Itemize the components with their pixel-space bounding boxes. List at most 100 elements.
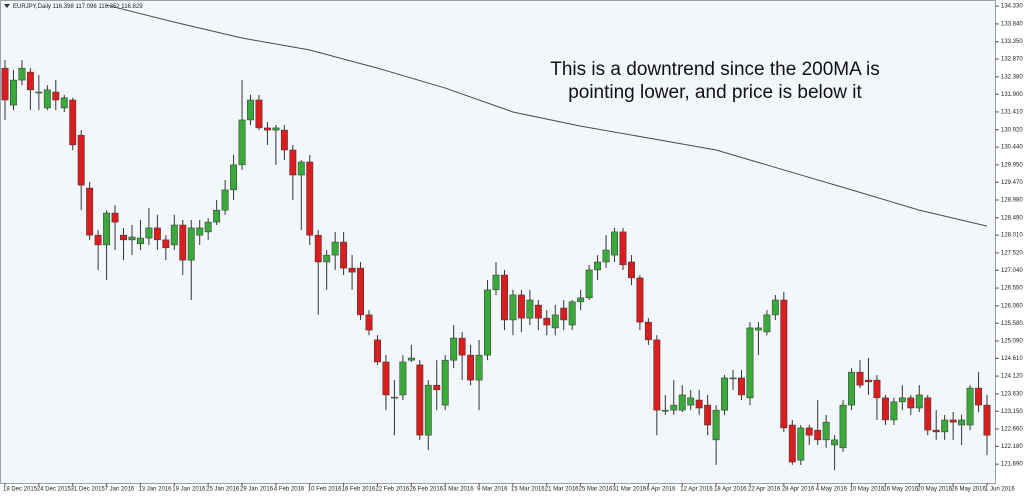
candle-body [611,231,618,256]
x-tick-label: 3 Mar 2016 [443,487,474,493]
x-tick-label: 28 Apr 2016 [782,487,815,493]
candle-body [577,297,585,303]
y-tick-label: 128.490 [1001,215,1023,221]
y-tick-label: 122.660 [1001,427,1023,433]
candle-body [890,401,898,421]
y-tick-label: 124.610 [1001,356,1023,362]
y-tick-label: 124.120 [1001,374,1023,380]
candle-body [399,361,407,396]
candle-body [797,427,805,461]
candle-body [712,409,720,441]
y-tick-label: 129.470 [1001,180,1023,186]
candle-body [551,314,559,329]
candle-body [687,397,695,406]
symbol-header: EURJPY,Daily 116.398 117.096 116.352 116… [13,4,143,10]
x-tick-label: 18 Apr 2016 [714,487,747,493]
candle-body [238,119,246,166]
candle-body [26,71,34,91]
candle-body [247,99,254,121]
x-tick-label: 29 Jan 2016 [240,487,274,493]
x-tick-label: 16 May 2016 [883,487,918,493]
candle-body [52,91,60,101]
candle-body [272,127,280,131]
candle-body [128,236,136,241]
candle-body [458,337,466,356]
candle-body [213,209,221,223]
candle-body [1,67,9,101]
candle-body [729,377,737,380]
y-tick-label: 133.350 [1001,39,1023,45]
candle-body [289,149,297,176]
candle-body [788,424,796,463]
candle-body [35,91,43,94]
x-tick-label: 7 Jan 2016 [105,487,135,493]
candle-body [594,261,602,271]
x-tick-label: 20 May 2016 [917,487,952,493]
candle-body [348,267,356,273]
candle-body [881,397,889,421]
x-tick-label: 10 May 2016 [850,487,885,493]
x-tick-label: 12 Apr 2016 [680,487,713,493]
candle-body [43,89,51,109]
candle-body [323,254,331,263]
candle-body [136,237,144,245]
candle-body [839,404,847,449]
x-tick-label: 1 Jun 2016 [985,487,1015,493]
candle-body [374,339,381,363]
x-tick-label: 22 Apr 2016 [748,487,781,493]
candle-body [517,294,525,319]
candle-body [678,394,686,411]
candle-body [111,212,119,223]
candle-body [94,234,102,246]
candle-body [738,377,745,396]
annotation: This is a downtrend since the 200MA is [550,59,880,80]
candle-body [754,327,762,331]
y-tick-label: 128.010 [1001,233,1023,239]
candle-body [975,387,982,406]
candle-body [543,317,551,326]
y-tick-label: 125.090 [1001,339,1023,345]
candle-body [915,394,923,409]
x-tick-label: 25 Jan 2016 [206,487,240,493]
annotation: pointing lower, and price is below it [568,82,862,103]
candle-body [704,404,712,426]
candle-body [814,429,822,441]
candle-body [661,409,669,412]
candle-body [805,427,813,436]
candle-body [501,274,508,321]
x-tick-label: 31 Mar 2016 [613,487,647,493]
moving-average-line [106,4,988,227]
candle-body [560,307,568,321]
candle-body [475,354,483,381]
candle-body [357,267,365,316]
candle-body [509,294,517,321]
candle-body [103,212,111,246]
x-tick-label: 16 Feb 2016 [342,487,376,493]
candle-body [966,387,974,426]
candle-body [898,397,906,403]
candle-body [255,99,263,129]
candle-body [416,364,424,436]
candle-body [619,231,627,266]
x-tick-label: 10 Feb 2016 [308,487,342,493]
y-tick-label: 132.870 [1001,57,1023,63]
candle-body [306,161,314,236]
y-tick-label: 125.580 [1001,321,1023,327]
candle-body [653,339,661,411]
candle-body [644,321,652,341]
y-tick-label: 121.690 [1001,462,1023,468]
candle-body [941,419,949,433]
candle-body [424,384,432,436]
candle-body [60,97,68,109]
candle-body [179,224,187,261]
candle-body [924,397,932,431]
candle-body [780,299,788,429]
candle-body [865,379,872,383]
x-tick-label: 25 Mar 2016 [579,487,613,493]
candle-body [196,227,204,236]
x-tick-label: 9 Mar 2016 [477,487,508,493]
candle-body [221,189,229,211]
candle-body [10,79,17,106]
candle-body [170,224,178,246]
